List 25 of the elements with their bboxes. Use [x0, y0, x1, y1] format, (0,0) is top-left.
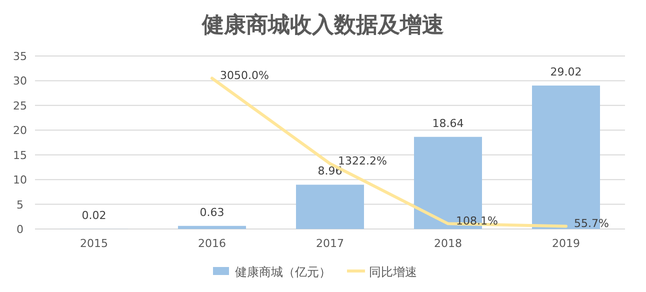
data-label: 29.02: [550, 66, 582, 79]
x-tick-label: 2018: [434, 237, 462, 250]
y-tick-label: 20: [13, 124, 27, 138]
bar: [296, 184, 364, 229]
data-label: 3050.0%: [220, 69, 269, 82]
legend-label: 同比增速: [369, 265, 417, 279]
data-label: 108.1%: [456, 214, 498, 228]
y-tick-label: 25: [13, 99, 27, 112]
x-tick-label: 2016: [198, 237, 226, 250]
data-label: 1322.2%: [338, 154, 387, 168]
legend-label: 健康商城（亿元）: [235, 265, 331, 279]
bar: [178, 226, 246, 229]
data-label: 0.63: [200, 206, 224, 219]
y-tick-label: 15: [13, 148, 27, 162]
y-tick-label: 35: [13, 50, 27, 63]
x-tick-label: 2017: [316, 237, 344, 250]
y-tick-label: 10: [13, 174, 27, 187]
y-tick-label: 0: [16, 223, 24, 236]
chart-title: 健康商城收入数据及增速: [201, 12, 444, 38]
y-tick-label: 5: [16, 198, 24, 212]
x-tick-label: 2019: [552, 237, 580, 250]
data-label: 18.64: [432, 116, 464, 130]
x-tick-label: 2015: [80, 237, 108, 250]
y-tick-label: 30: [13, 74, 27, 88]
data-label: 0.02: [82, 208, 106, 222]
